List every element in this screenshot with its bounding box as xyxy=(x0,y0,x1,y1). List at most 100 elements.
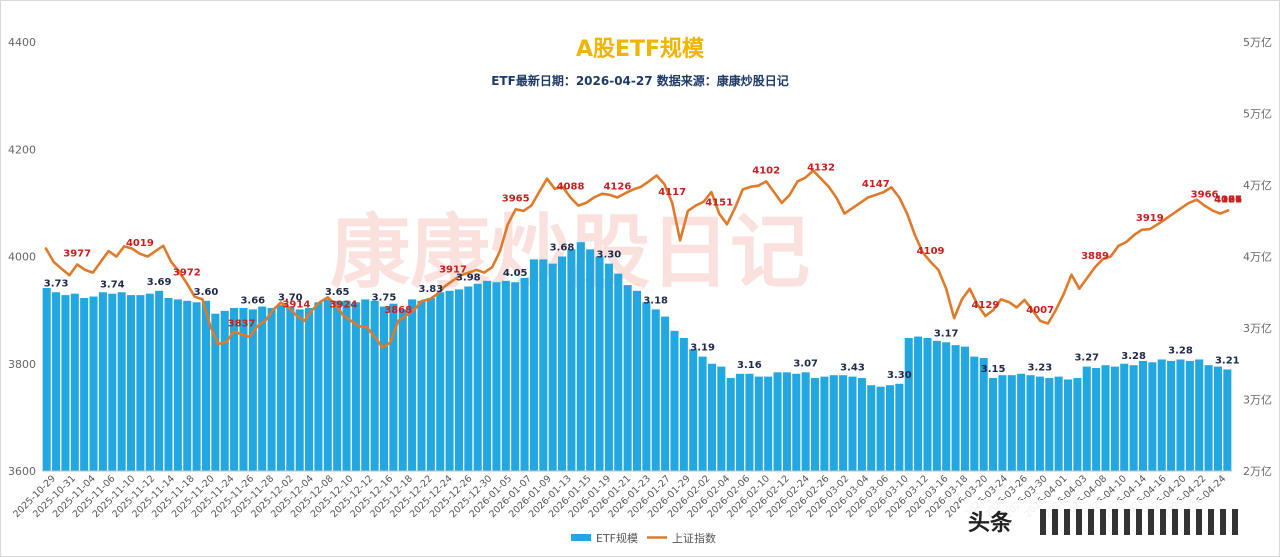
line-value-label: 4129 xyxy=(971,300,999,311)
source-badge-bar xyxy=(1136,509,1142,535)
source-badge-bar xyxy=(1112,509,1118,535)
source-badge: 头条 xyxy=(960,500,1260,542)
etf-bar xyxy=(511,282,520,471)
etf-bar xyxy=(183,300,192,471)
bar-value-label: 3.27 xyxy=(1074,353,1099,364)
line-value-label: 4147 xyxy=(862,179,890,190)
line-value-label: 3837 xyxy=(228,318,256,329)
etf-bar xyxy=(1035,376,1044,471)
line-value-label: 3919 xyxy=(1136,213,1164,224)
etf-bar xyxy=(501,280,510,471)
etf-bar xyxy=(426,297,435,471)
etf-bar xyxy=(108,293,117,471)
line-value-label: 4086 xyxy=(1214,194,1242,205)
etf-bar xyxy=(614,273,623,471)
source-badge-bar xyxy=(1196,509,1202,535)
line-series xyxy=(44,169,1230,350)
index-line xyxy=(44,169,1230,350)
etf-bar xyxy=(539,259,548,471)
etf-bar xyxy=(717,366,726,471)
etf-bar xyxy=(305,307,314,471)
etf-bar xyxy=(52,292,61,471)
etf-bar xyxy=(70,293,79,471)
etf-bar xyxy=(867,385,876,471)
etf-bar xyxy=(276,305,285,471)
left-axis: 3600 3800 4000 4200 4400 xyxy=(8,36,36,478)
source-badge-bar xyxy=(1184,509,1190,535)
etf-bar xyxy=(258,306,267,471)
source-badge-bar xyxy=(1076,509,1082,535)
etf-bar xyxy=(192,302,201,471)
etf-bar xyxy=(1007,375,1016,471)
etf-bar xyxy=(773,372,782,471)
right-axis: 2万亿 3万亿 3万亿 4万亿 4万亿 5万亿 5万亿 xyxy=(1243,36,1272,478)
line-value-label: 3965 xyxy=(502,193,530,204)
etf-bar xyxy=(595,256,604,471)
etf-bar xyxy=(239,307,248,471)
line-labels: 3977 4019 3972 3837 3914 3924 3868 3917 3965 4088… xyxy=(63,163,1242,330)
etf-bar xyxy=(895,383,904,471)
etf-bar xyxy=(267,307,276,471)
line-value-label: 4007 xyxy=(1026,305,1054,316)
etf-bar xyxy=(642,302,651,471)
etf-bar xyxy=(904,338,913,471)
legend-label-index: 上证指数 xyxy=(672,531,716,545)
etf-bar xyxy=(1017,373,1026,471)
source-badge-bar xyxy=(1232,509,1238,535)
etf-bar xyxy=(1026,375,1035,471)
etf-bar xyxy=(351,302,360,471)
line-value-label: 4126 xyxy=(603,182,631,193)
bar-value-label: 3.66 xyxy=(240,295,265,306)
etf-bar xyxy=(745,373,754,471)
etf-bar xyxy=(136,295,145,471)
etf-bar xyxy=(1092,368,1101,471)
etf-bar xyxy=(811,378,820,471)
etf-bar xyxy=(792,373,801,471)
bar-value-label: 3.43 xyxy=(840,363,865,374)
etf-bar xyxy=(698,356,707,471)
etf-bar xyxy=(689,349,698,471)
etf-bar xyxy=(1082,366,1091,471)
right-tick-label: 3万亿 xyxy=(1243,394,1272,407)
etf-bar xyxy=(220,310,229,471)
etf-bar xyxy=(286,306,295,471)
etf-bar xyxy=(1045,378,1054,471)
etf-bar xyxy=(1195,359,1204,471)
etf-bar xyxy=(454,289,463,471)
line-value-label: 4109 xyxy=(917,246,945,257)
etf-bar xyxy=(342,300,351,471)
etf-bar xyxy=(473,283,482,471)
source-badge-bar xyxy=(1064,509,1070,535)
etf-bar xyxy=(923,338,932,471)
etf-bar xyxy=(820,376,829,471)
etf-bar xyxy=(736,373,745,471)
bar-value-label: 3.21 xyxy=(1215,356,1240,367)
source-badge-bar xyxy=(1040,509,1046,535)
etf-bar xyxy=(839,375,848,471)
etf-bar xyxy=(632,290,642,471)
etf-bar xyxy=(848,376,857,471)
left-tick-label: 3600 xyxy=(8,465,36,478)
etf-bar xyxy=(979,358,988,471)
etf-bar xyxy=(764,376,773,471)
etf-bar xyxy=(914,336,923,471)
bar-value-label: 3.23 xyxy=(1028,363,1053,374)
legend-swatch-etf xyxy=(571,534,591,541)
bar-value-label: 3.28 xyxy=(1121,351,1146,362)
etf-bar xyxy=(230,307,239,471)
bar-value-label: 3.18 xyxy=(643,295,668,306)
chart-title: A股ETF规模 xyxy=(576,37,705,62)
etf-bar xyxy=(989,378,998,471)
etf-bar xyxy=(1129,365,1138,471)
bar-labels: 3.73 3.74 3.69 3.60 3.66 3.70 3.65 3.75 3.83 3.98… xyxy=(44,243,1240,381)
etf-bar xyxy=(408,299,417,471)
etf-bar xyxy=(726,378,735,471)
etf-bar xyxy=(529,259,538,471)
etf-bar xyxy=(61,295,70,471)
line-value-label: 4132 xyxy=(807,163,835,174)
bar-value-label: 3.07 xyxy=(793,358,818,369)
bar-value-label: 3.30 xyxy=(887,370,912,381)
etf-bar xyxy=(670,330,679,471)
line-value-label: 4102 xyxy=(752,165,780,176)
